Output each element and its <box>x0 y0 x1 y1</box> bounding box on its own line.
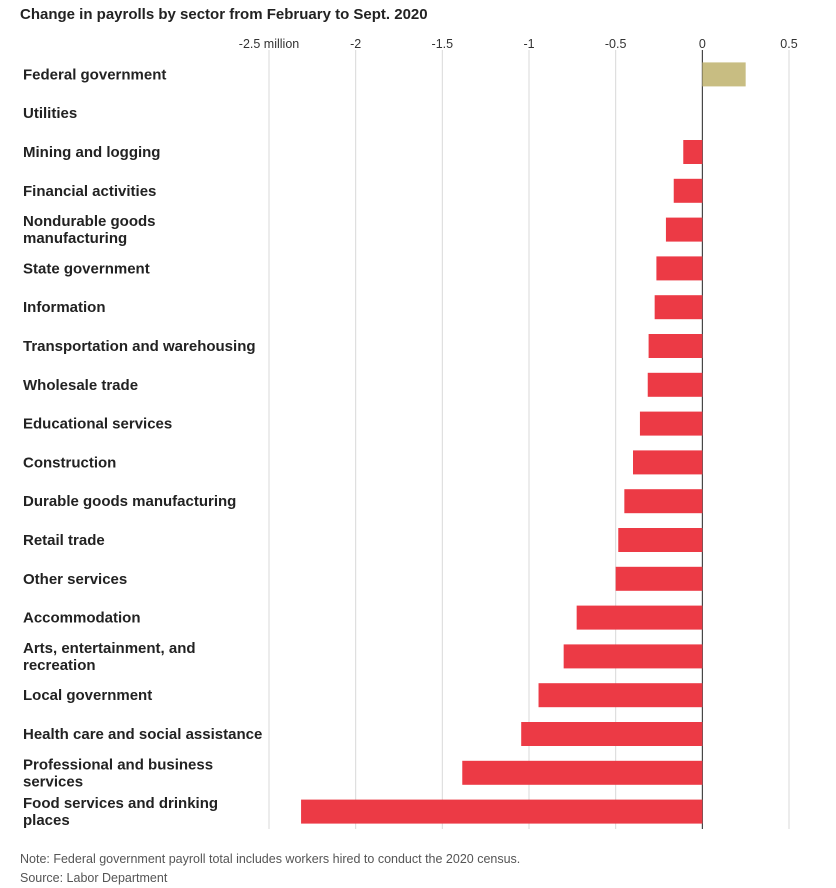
bar <box>538 683 703 708</box>
bar <box>648 334 703 358</box>
bar <box>673 178 703 203</box>
category-label: Durable goods manufacturing <box>23 493 236 510</box>
bar <box>633 450 703 475</box>
bar <box>301 799 703 824</box>
bar <box>521 722 703 746</box>
bar <box>576 605 703 630</box>
category-label: Health care and social assistance <box>23 726 262 743</box>
x-tick-label: 0 <box>699 37 706 51</box>
bar <box>639 411 703 436</box>
category-label: Federal government <box>23 66 166 83</box>
bar-chart: -2.5 million -2 -1.5 -1 -0.5 0 0.5 Federal gov… <box>23 37 798 829</box>
category-label: Accommodation <box>23 610 141 627</box>
gridlines <box>268 50 790 829</box>
bar <box>618 528 703 552</box>
category-labels: Federal government Utilities Mining and lo… <box>23 66 262 829</box>
note-text: Note: Federal government payroll total i… <box>20 852 521 866</box>
category-label: Retail trade <box>23 532 105 549</box>
bar <box>563 644 703 669</box>
category-label: Mining and logging <box>23 144 160 161</box>
bar <box>656 256 703 281</box>
chart-title: Change in payrolls by sector from Februa… <box>20 6 428 23</box>
bar <box>624 489 703 514</box>
category-label: Nondurable goods manufacturing <box>23 213 156 247</box>
x-tick-label: -2.5 million <box>239 37 299 51</box>
category-label: Construction <box>23 454 116 471</box>
chart-notes: Note: Federal government payroll total i… <box>20 850 520 888</box>
category-label: Financial activities <box>23 183 156 200</box>
category-label: Professional and business services <box>23 756 213 790</box>
category-label: Information <box>23 299 106 316</box>
x-tick-label: -0.5 <box>605 37 627 51</box>
x-axis-ticks: -2.5 million -2 -1.5 -1 -0.5 0 0.5 <box>239 37 798 51</box>
category-label: Utilities <box>23 105 77 122</box>
category-label: Food services and drinking places <box>23 795 218 829</box>
bar <box>647 372 703 397</box>
category-label: Arts, entertainment, and recreation <box>23 640 196 674</box>
x-tick-label: -2 <box>350 37 361 51</box>
bar <box>615 566 703 591</box>
bar <box>654 295 703 320</box>
category-label: Transportation and warehousing <box>23 338 256 355</box>
category-label: Local government <box>23 687 152 704</box>
category-label: Wholesale trade <box>23 377 138 394</box>
x-tick-label: 0.5 <box>780 37 797 51</box>
bar <box>702 62 746 87</box>
x-tick-label: -1 <box>523 37 534 51</box>
x-tick-label: -1.5 <box>432 37 454 51</box>
source-text: Source: Labor Department <box>20 871 168 885</box>
bar <box>683 140 703 164</box>
bar <box>665 217 703 242</box>
category-label: Educational services <box>23 416 172 433</box>
bars <box>301 62 746 824</box>
category-label: Other services <box>23 571 127 588</box>
category-label: State government <box>23 260 150 277</box>
bar <box>462 760 703 785</box>
